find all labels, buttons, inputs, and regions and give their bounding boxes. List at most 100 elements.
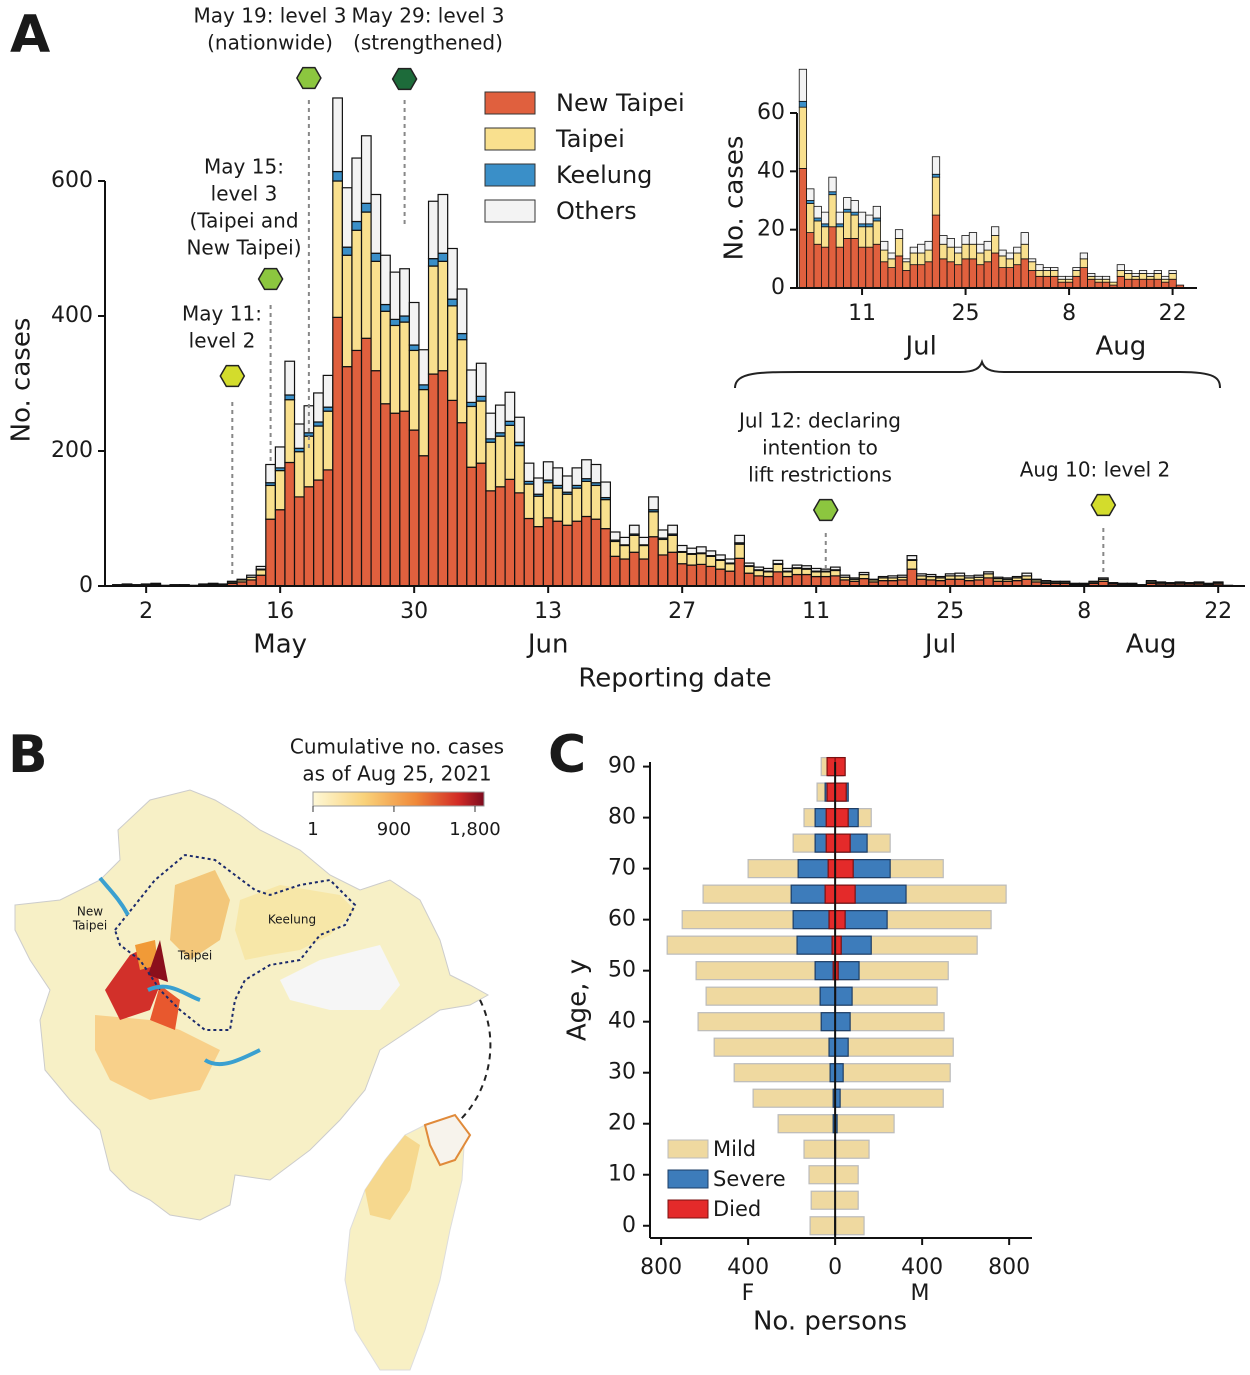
bar-segment — [1042, 270, 1052, 277]
bar-segment — [931, 173, 941, 178]
bar-segment — [998, 249, 1007, 257]
bar-segment — [121, 583, 133, 586]
bar-segment — [976, 243, 985, 254]
bar-segment — [1131, 278, 1140, 289]
bar-segment — [293, 423, 305, 449]
bar-segment — [619, 536, 631, 546]
region-label: New — [77, 905, 103, 919]
x-tick-label: 25 — [952, 301, 980, 326]
bar-segment — [255, 565, 267, 570]
bar — [834, 1139, 870, 1159]
connector — [459, 999, 492, 1121]
bar-segment — [360, 337, 372, 587]
bar-segment — [380, 254, 391, 306]
bar-segment — [322, 374, 334, 408]
bar-segment — [561, 475, 573, 493]
bar-segment — [609, 531, 621, 541]
bar-segment — [939, 258, 948, 289]
bar-segment — [1035, 270, 1044, 277]
map-region — [135, 940, 158, 970]
bar-segment — [772, 571, 784, 587]
bar — [834, 986, 853, 1006]
y-tick-label: 200 — [51, 438, 93, 463]
bar — [705, 986, 836, 1006]
bar-segment — [1109, 281, 1118, 286]
bar-segment — [1013, 264, 1022, 289]
map — [14, 789, 492, 1371]
bar-segment — [835, 211, 844, 225]
bar-segment — [447, 399, 458, 587]
bar-segment — [924, 261, 933, 289]
bar-segment — [865, 246, 874, 289]
bar-segment — [648, 536, 659, 587]
bar-segment — [810, 571, 822, 578]
bar-segment — [724, 570, 736, 587]
bar-segment — [475, 362, 487, 397]
bar-segment — [1131, 275, 1140, 280]
bar — [834, 884, 856, 904]
bar-segment — [828, 226, 837, 289]
bar-segment — [753, 569, 765, 577]
bar-segment — [485, 441, 497, 492]
legend-swatch — [667, 1139, 709, 1159]
bar-segment — [360, 211, 372, 339]
bar-segment — [753, 566, 765, 571]
bar-segment — [552, 520, 564, 587]
bar-segment — [313, 425, 324, 481]
bar-segment — [284, 399, 296, 464]
bar-segment — [954, 246, 963, 254]
bar — [834, 782, 847, 802]
bar-segment — [1117, 582, 1128, 585]
bar — [733, 1063, 836, 1083]
bar-segment — [976, 264, 985, 289]
bar-segment — [772, 563, 784, 573]
bar-segment — [236, 578, 248, 581]
bar-segment — [798, 168, 808, 289]
bar-segment — [850, 200, 859, 213]
bar-segment — [437, 260, 449, 372]
bar-segment — [917, 264, 926, 289]
bar-segment — [427, 265, 439, 375]
bar-segment — [1087, 278, 1096, 289]
bar-segment — [894, 229, 904, 239]
bar-segment — [1094, 278, 1103, 283]
annotation-marker — [219, 364, 246, 388]
bar-segment — [533, 495, 544, 528]
bar-segment — [360, 135, 372, 204]
bar — [713, 1037, 836, 1057]
bar — [834, 1190, 859, 1210]
y-tick-label: 70 — [608, 856, 636, 881]
bar-segment — [619, 558, 631, 587]
bar-segment — [877, 575, 889, 579]
river — [98, 876, 261, 1067]
bar-segment — [351, 157, 363, 223]
bar-segment — [1057, 278, 1066, 283]
x-tick-label: 11 — [802, 599, 830, 624]
map-region — [235, 885, 355, 960]
bar-segment — [399, 315, 410, 323]
bar-segment — [466, 401, 477, 408]
bar-segment — [813, 205, 822, 219]
bar-segment — [705, 555, 717, 568]
y-tick-label: 90 — [608, 754, 636, 779]
bar-segment — [1116, 270, 1125, 277]
bar-segment — [408, 344, 420, 352]
bar-segment — [265, 484, 276, 520]
bar — [834, 1165, 859, 1185]
bar-segment — [695, 552, 707, 565]
bar-segment — [998, 255, 1007, 268]
bar — [814, 961, 836, 981]
bar-segment — [1212, 581, 1224, 584]
bar-segment — [1153, 273, 1162, 280]
x-tick-label: 800 — [640, 1255, 682, 1280]
bar-segment — [1124, 270, 1133, 274]
bar-segment — [485, 490, 497, 587]
x-tick-label: 2 — [139, 599, 153, 624]
bar-segment — [806, 200, 815, 204]
bar-segment — [370, 260, 382, 372]
bar-segment — [628, 534, 640, 553]
bar-segment — [820, 226, 830, 248]
bar-segment — [533, 525, 544, 587]
bar-segment — [909, 264, 918, 289]
bar-segment — [437, 370, 449, 587]
